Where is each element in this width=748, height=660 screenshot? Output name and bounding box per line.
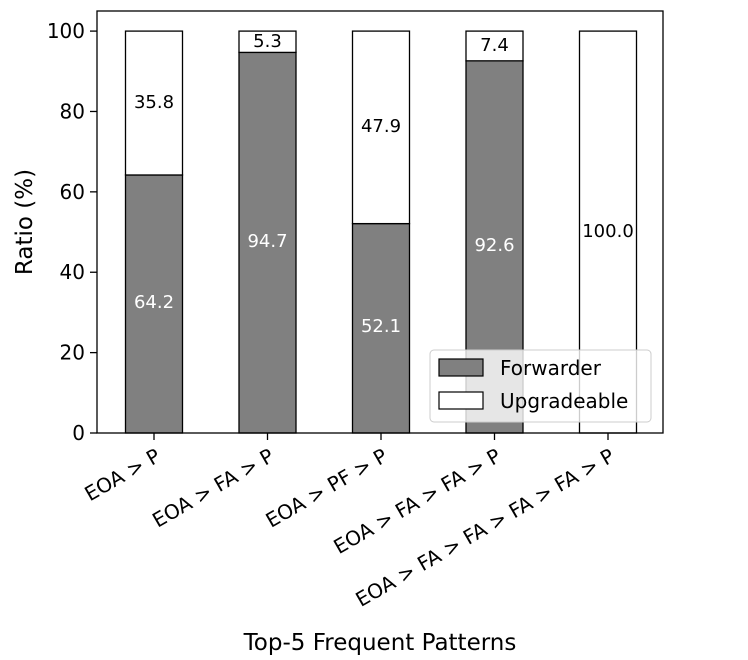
- y-tick-label-100: 100: [47, 19, 85, 43]
- data-label-forwarder-1: 64.2: [134, 292, 174, 313]
- y-tick-label-40: 40: [60, 260, 85, 284]
- data-label-upgradeable-4: 7.4: [480, 35, 509, 56]
- x-tick-label-1: EOA > P: [80, 444, 164, 506]
- y-tick-label-20: 20: [60, 341, 85, 365]
- bar-upgradeable-2: [238, 30, 297, 54]
- bar-upgradeable-1: [124, 30, 184, 176]
- data-label-forwarder-3: 52.1: [361, 316, 401, 337]
- y-tick-label-0: 0: [72, 421, 85, 445]
- data-label-upgradeable-1: 35.8: [134, 92, 174, 113]
- bar-forwarder-1: [124, 174, 184, 434]
- legend-label-upgradeable: Upgradeable: [500, 389, 628, 413]
- data-labels-layer: 64.2 94.7 52.1 92.6 35.8 5.3 47.9 7.4 100.0: [134, 31, 634, 337]
- data-label-upgradeable-2: 5.3: [253, 31, 282, 52]
- data-label-upgradeable-5: 100.0: [582, 221, 634, 242]
- legend-label-forwarder: Forwarder: [500, 356, 602, 380]
- data-label-forwarder-4: 92.6: [474, 235, 514, 256]
- bar-upgradeable-4: [465, 30, 524, 62]
- y-tick-label-60: 60: [60, 180, 85, 204]
- legend-swatch-forwarder: [438, 358, 484, 377]
- bars-layer: [124, 30, 638, 434]
- x-axis-title: Top-5 Frequent Patterns: [243, 630, 517, 656]
- y-tick-label-80: 80: [60, 99, 85, 123]
- legend-frame: [429, 349, 652, 423]
- data-label-upgradeable-3: 47.9: [361, 116, 401, 137]
- y-axis: 0 20 40 60 80 100: [47, 19, 97, 445]
- legend-swatch-upgradeable: [438, 391, 484, 410]
- y-axis-title: Ratio (%): [12, 169, 38, 275]
- bar-upgradeable-3: [351, 30, 411, 225]
- legend: Forwarder Upgradeable: [429, 349, 652, 423]
- plot-frame: [96, 10, 664, 434]
- x-tick-label-2: EOA > FA > P: [148, 444, 278, 533]
- data-label-forwarder-2: 94.7: [247, 231, 287, 252]
